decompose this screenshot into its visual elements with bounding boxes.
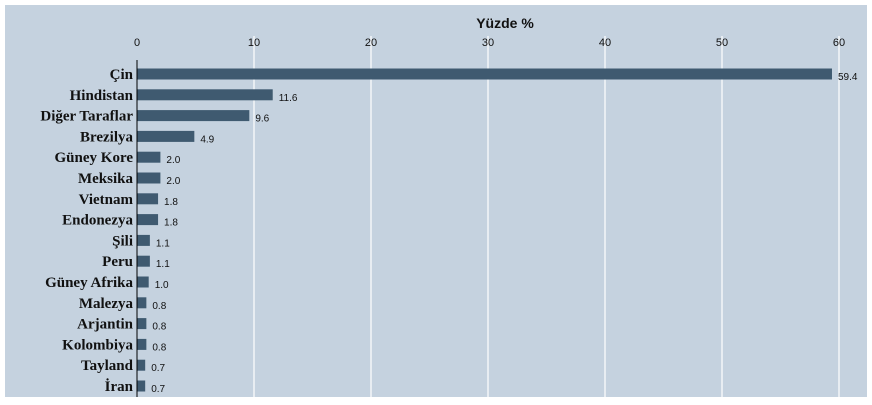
category-label-10: Güney Afrika	[45, 275, 133, 291]
value-label-10: 1.0	[155, 280, 169, 291]
bar-11	[137, 297, 147, 309]
category-label-2: Diğer Taraflar	[40, 109, 133, 125]
value-labels: 59.4 11.6 9.6 4.9 2.0 2.0 1.8 1.8 1.1 1.1 1.0 0.8 0.…	[151, 72, 858, 395]
x-tick-label-20: 20	[365, 37, 377, 49]
bar-8	[137, 234, 150, 246]
bar-5	[137, 172, 161, 184]
x-tick-label-60: 60	[833, 37, 845, 49]
category-label-0: Çin	[110, 67, 134, 83]
value-label-6: 1.8	[164, 197, 178, 208]
x-tick-label-50: 50	[716, 37, 728, 49]
category-label-9: Peru	[102, 254, 133, 270]
bar-14	[137, 359, 146, 371]
category-label-14: Tayland	[81, 358, 134, 374]
value-label-13: 0.8	[152, 342, 166, 353]
category-label-12: Arjantin	[77, 317, 133, 333]
category-label-15: İran	[105, 378, 134, 395]
category-label-6: Vietnam	[79, 192, 134, 208]
value-label-8: 1.1	[156, 238, 170, 249]
category-label-11: Malezya	[79, 296, 134, 312]
bar-2	[137, 110, 250, 122]
category-label-8: Şili	[112, 233, 133, 249]
value-label-1: 11.6	[279, 93, 298, 104]
bar-13	[137, 338, 147, 350]
x-tick-labels: 0 10 20 30 40 50 60	[134, 37, 845, 49]
category-label-7: Endonezya	[62, 213, 133, 229]
plot-background	[5, 5, 867, 397]
bar-15	[137, 380, 146, 392]
bar-10	[137, 276, 149, 288]
value-label-5: 2.0	[166, 176, 180, 187]
value-label-15: 0.7	[151, 384, 165, 395]
value-label-14: 0.7	[151, 363, 165, 374]
category-label-5: Meksika	[78, 171, 134, 187]
category-label-4: Güney Kore	[55, 150, 134, 166]
bars	[137, 68, 832, 392]
x-tick-label-40: 40	[599, 37, 611, 49]
bar-9	[137, 255, 150, 267]
bar-12	[137, 318, 147, 330]
value-label-7: 1.8	[164, 218, 178, 229]
value-label-2: 9.6	[255, 114, 269, 125]
value-label-11: 0.8	[152, 301, 166, 312]
gridlines	[253, 36, 840, 397]
x-tick-label-0: 0	[134, 37, 140, 49]
category-label-1: Hindistan	[70, 88, 134, 104]
value-label-4: 2.0	[166, 155, 180, 166]
x-tick-label-10: 10	[248, 37, 260, 49]
bar-3	[137, 130, 195, 142]
category-label-3: Brezilya	[80, 129, 134, 145]
bar-6	[137, 193, 159, 205]
category-labels: Çin Hindistan Diğer Taraflar Brezilya Güney …	[40, 67, 133, 395]
bar-1	[137, 89, 273, 101]
bar-4	[137, 151, 161, 163]
value-label-12: 0.8	[152, 322, 166, 333]
axis-title: Yüzde %	[476, 15, 534, 31]
bar-0	[137, 68, 832, 80]
x-tick-label-30: 30	[482, 37, 494, 49]
category-label-13: Kolombiya	[62, 337, 133, 353]
value-label-9: 1.1	[156, 259, 170, 270]
value-label-3: 4.9	[200, 134, 214, 145]
value-label-0: 59.4	[838, 72, 858, 83]
bar-7	[137, 214, 159, 226]
